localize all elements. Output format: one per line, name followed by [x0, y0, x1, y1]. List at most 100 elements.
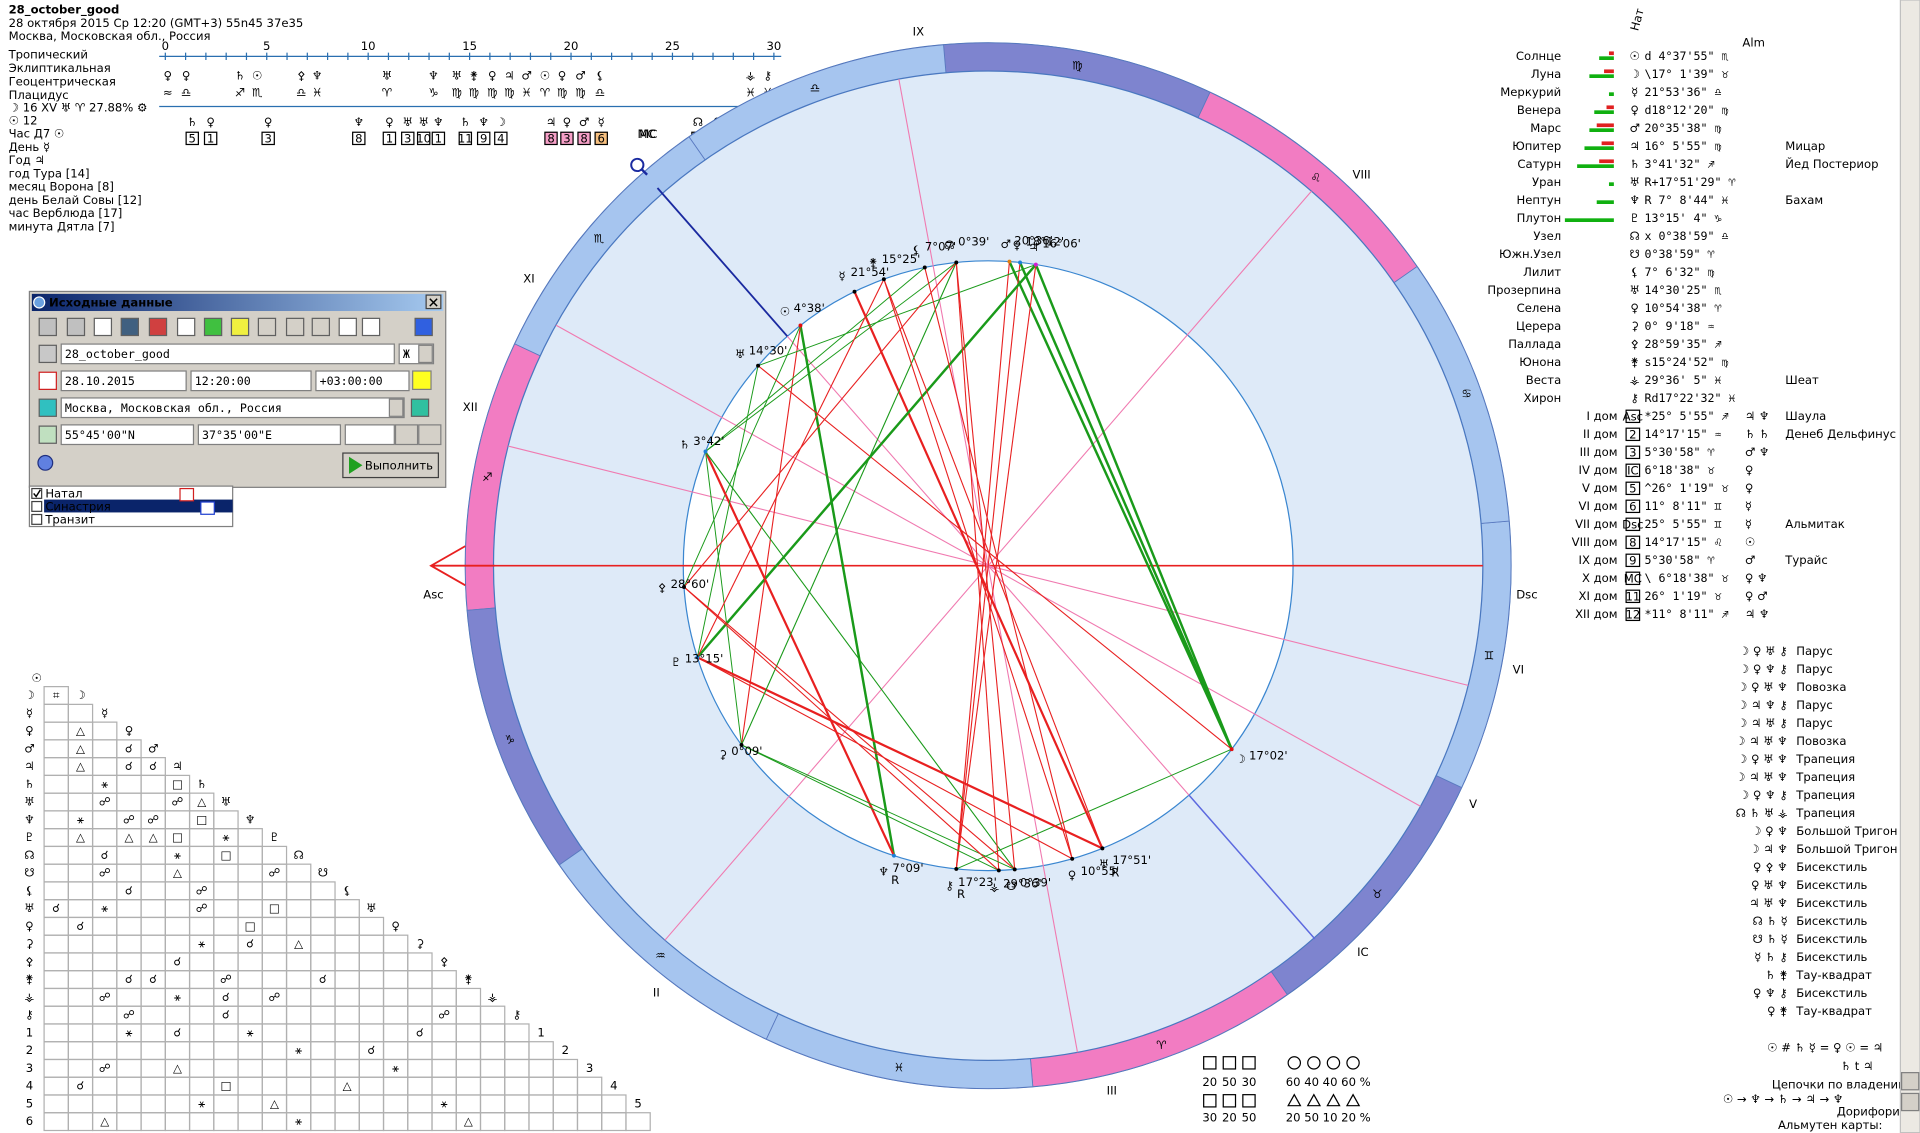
- info-line: Год ♃: [9, 153, 45, 167]
- scroll-up[interactable]: [1901, 1072, 1920, 1091]
- checkbox[interactable]: [31, 513, 43, 525]
- grid-row-label: ⚴: [25, 954, 34, 968]
- info-line: День ☿: [9, 140, 51, 154]
- toolbar-button[interactable]: [257, 317, 277, 337]
- planet-position: d 4°37'55" ♏: [1644, 49, 1729, 63]
- time-input-field[interactable]: [190, 370, 312, 392]
- house-label: IX: [913, 24, 924, 38]
- toolbar-button[interactable]: [338, 317, 357, 337]
- grid-cell: [455, 1094, 482, 1114]
- grid-cell: [140, 934, 166, 954]
- grid-cell: [237, 1041, 263, 1061]
- prev-button[interactable]: [394, 424, 419, 446]
- lat-input-field[interactable]: [60, 424, 195, 446]
- planet-glyph: ♀: [1630, 103, 1639, 117]
- toolbar-button[interactable]: [311, 317, 331, 337]
- scrollbar[interactable]: [1899, 0, 1920, 1133]
- planet-position: 7° 6'32" ♍: [1644, 265, 1714, 279]
- zone-input-field[interactable]: [315, 370, 410, 392]
- planet-point: [1100, 846, 1105, 851]
- dialog-title: Исходные данные: [49, 296, 173, 310]
- next-button[interactable]: [418, 424, 442, 446]
- grid-cell: [310, 952, 336, 972]
- grid-cell: [407, 987, 433, 1007]
- planet-glyph: ☿: [1631, 85, 1638, 99]
- house-rulers: ♃ ♆: [1745, 607, 1770, 621]
- toolbar-button[interactable]: [176, 317, 196, 337]
- quality-values: 60 40 40 60 %: [1286, 1075, 1371, 1089]
- aspect-symbol: ☍: [99, 795, 111, 809]
- grid-cell: [407, 1058, 433, 1078]
- toolbar-button[interactable]: [203, 317, 223, 337]
- toolbar-button[interactable]: [38, 317, 57, 337]
- grid-cell: [479, 1041, 506, 1061]
- toolbar-button[interactable]: [148, 317, 168, 337]
- planet-degree: 4°38': [794, 301, 825, 315]
- toolbar-button[interactable]: [285, 317, 305, 337]
- run-button[interactable]: [342, 452, 439, 479]
- scroll-down[interactable]: [1901, 1092, 1920, 1112]
- timeline-label: 20: [564, 39, 579, 53]
- color-box[interactable]: [412, 370, 432, 390]
- sign-glyph: ♊: [1484, 649, 1494, 663]
- house-box-label: 2: [1629, 427, 1636, 441]
- grid-cell: [188, 1041, 215, 1061]
- planet-name: Нептун: [1516, 193, 1561, 207]
- grid-cell: [552, 1076, 579, 1096]
- grid-cell: [576, 1076, 603, 1096]
- planet-name: Меркурий: [1500, 85, 1561, 99]
- house-box: [261, 131, 275, 146]
- dropdown-arrow[interactable]: [418, 344, 433, 364]
- grid-diagonal-label: ♀: [125, 724, 134, 738]
- planet-point: [891, 853, 896, 858]
- mode-label[interactable]: Натал: [45, 487, 82, 501]
- dropdown-arrow[interactable]: [388, 398, 404, 417]
- planet-name: Селена: [1517, 301, 1562, 315]
- toolbar-button[interactable]: [230, 317, 250, 337]
- planet-degree: 7°07': [925, 240, 956, 254]
- config-name: Бисекстиль: [1796, 932, 1867, 946]
- house-position: 26° 1'19" ♉: [1644, 589, 1721, 603]
- aspect-line: [741, 744, 1000, 871]
- magnifier[interactable]: [630, 157, 645, 173]
- city-input-field[interactable]: [60, 397, 405, 419]
- mode-label[interactable]: Синастрия: [45, 500, 111, 514]
- extra-field[interactable]: [344, 424, 395, 446]
- date-input-field[interactable]: [60, 370, 187, 392]
- timeline-sign: ♍: [557, 86, 567, 100]
- weakness-bar: [1596, 123, 1614, 128]
- zone-input: +03:00:00: [320, 374, 383, 388]
- grid-cell: [164, 1041, 191, 1061]
- planet-point: [695, 655, 700, 660]
- grid-cell: [334, 1058, 360, 1078]
- grid-cell: [431, 970, 457, 990]
- lon-input-field[interactable]: [197, 424, 342, 446]
- name-input-field[interactable]: [60, 343, 395, 365]
- aspect-symbol: □: [269, 901, 280, 915]
- aspect-symbol: ☍: [99, 990, 111, 1004]
- toolbar-button[interactable]: [120, 317, 139, 337]
- checkbox[interactable]: [31, 487, 43, 499]
- toolbar-button[interactable]: [66, 317, 86, 337]
- map-button[interactable]: [410, 398, 430, 417]
- grid-cell: [504, 1058, 530, 1078]
- mode-label[interactable]: Транзит: [44, 513, 95, 527]
- timeline-glyph: ♂: [521, 68, 531, 82]
- config-glyphs: ☋ ♄ ☿: [1752, 932, 1787, 946]
- run-button-label[interactable]: Выполнить: [365, 458, 433, 472]
- planet-position: x 0°38'59" ♎: [1644, 229, 1728, 243]
- grid-cell: [91, 1005, 118, 1025]
- timeline-glyph: ♀: [206, 115, 215, 129]
- timeline-glyph: ⚴: [297, 68, 306, 82]
- grid-cell: [213, 1094, 239, 1114]
- checkbox[interactable]: [31, 500, 43, 512]
- toolbar-button[interactable]: [414, 317, 433, 337]
- grid-cell: [164, 1112, 191, 1132]
- column-header: Нат: [1627, 7, 1646, 33]
- config-name: Бисекстиль: [1796, 986, 1867, 1000]
- house-box: [185, 131, 199, 146]
- toolbar-button[interactable]: [361, 317, 381, 337]
- toolbar-button[interactable]: [93, 317, 113, 337]
- house-rulers: ☉: [1745, 535, 1755, 549]
- fixed-star: Шеат: [1785, 373, 1819, 387]
